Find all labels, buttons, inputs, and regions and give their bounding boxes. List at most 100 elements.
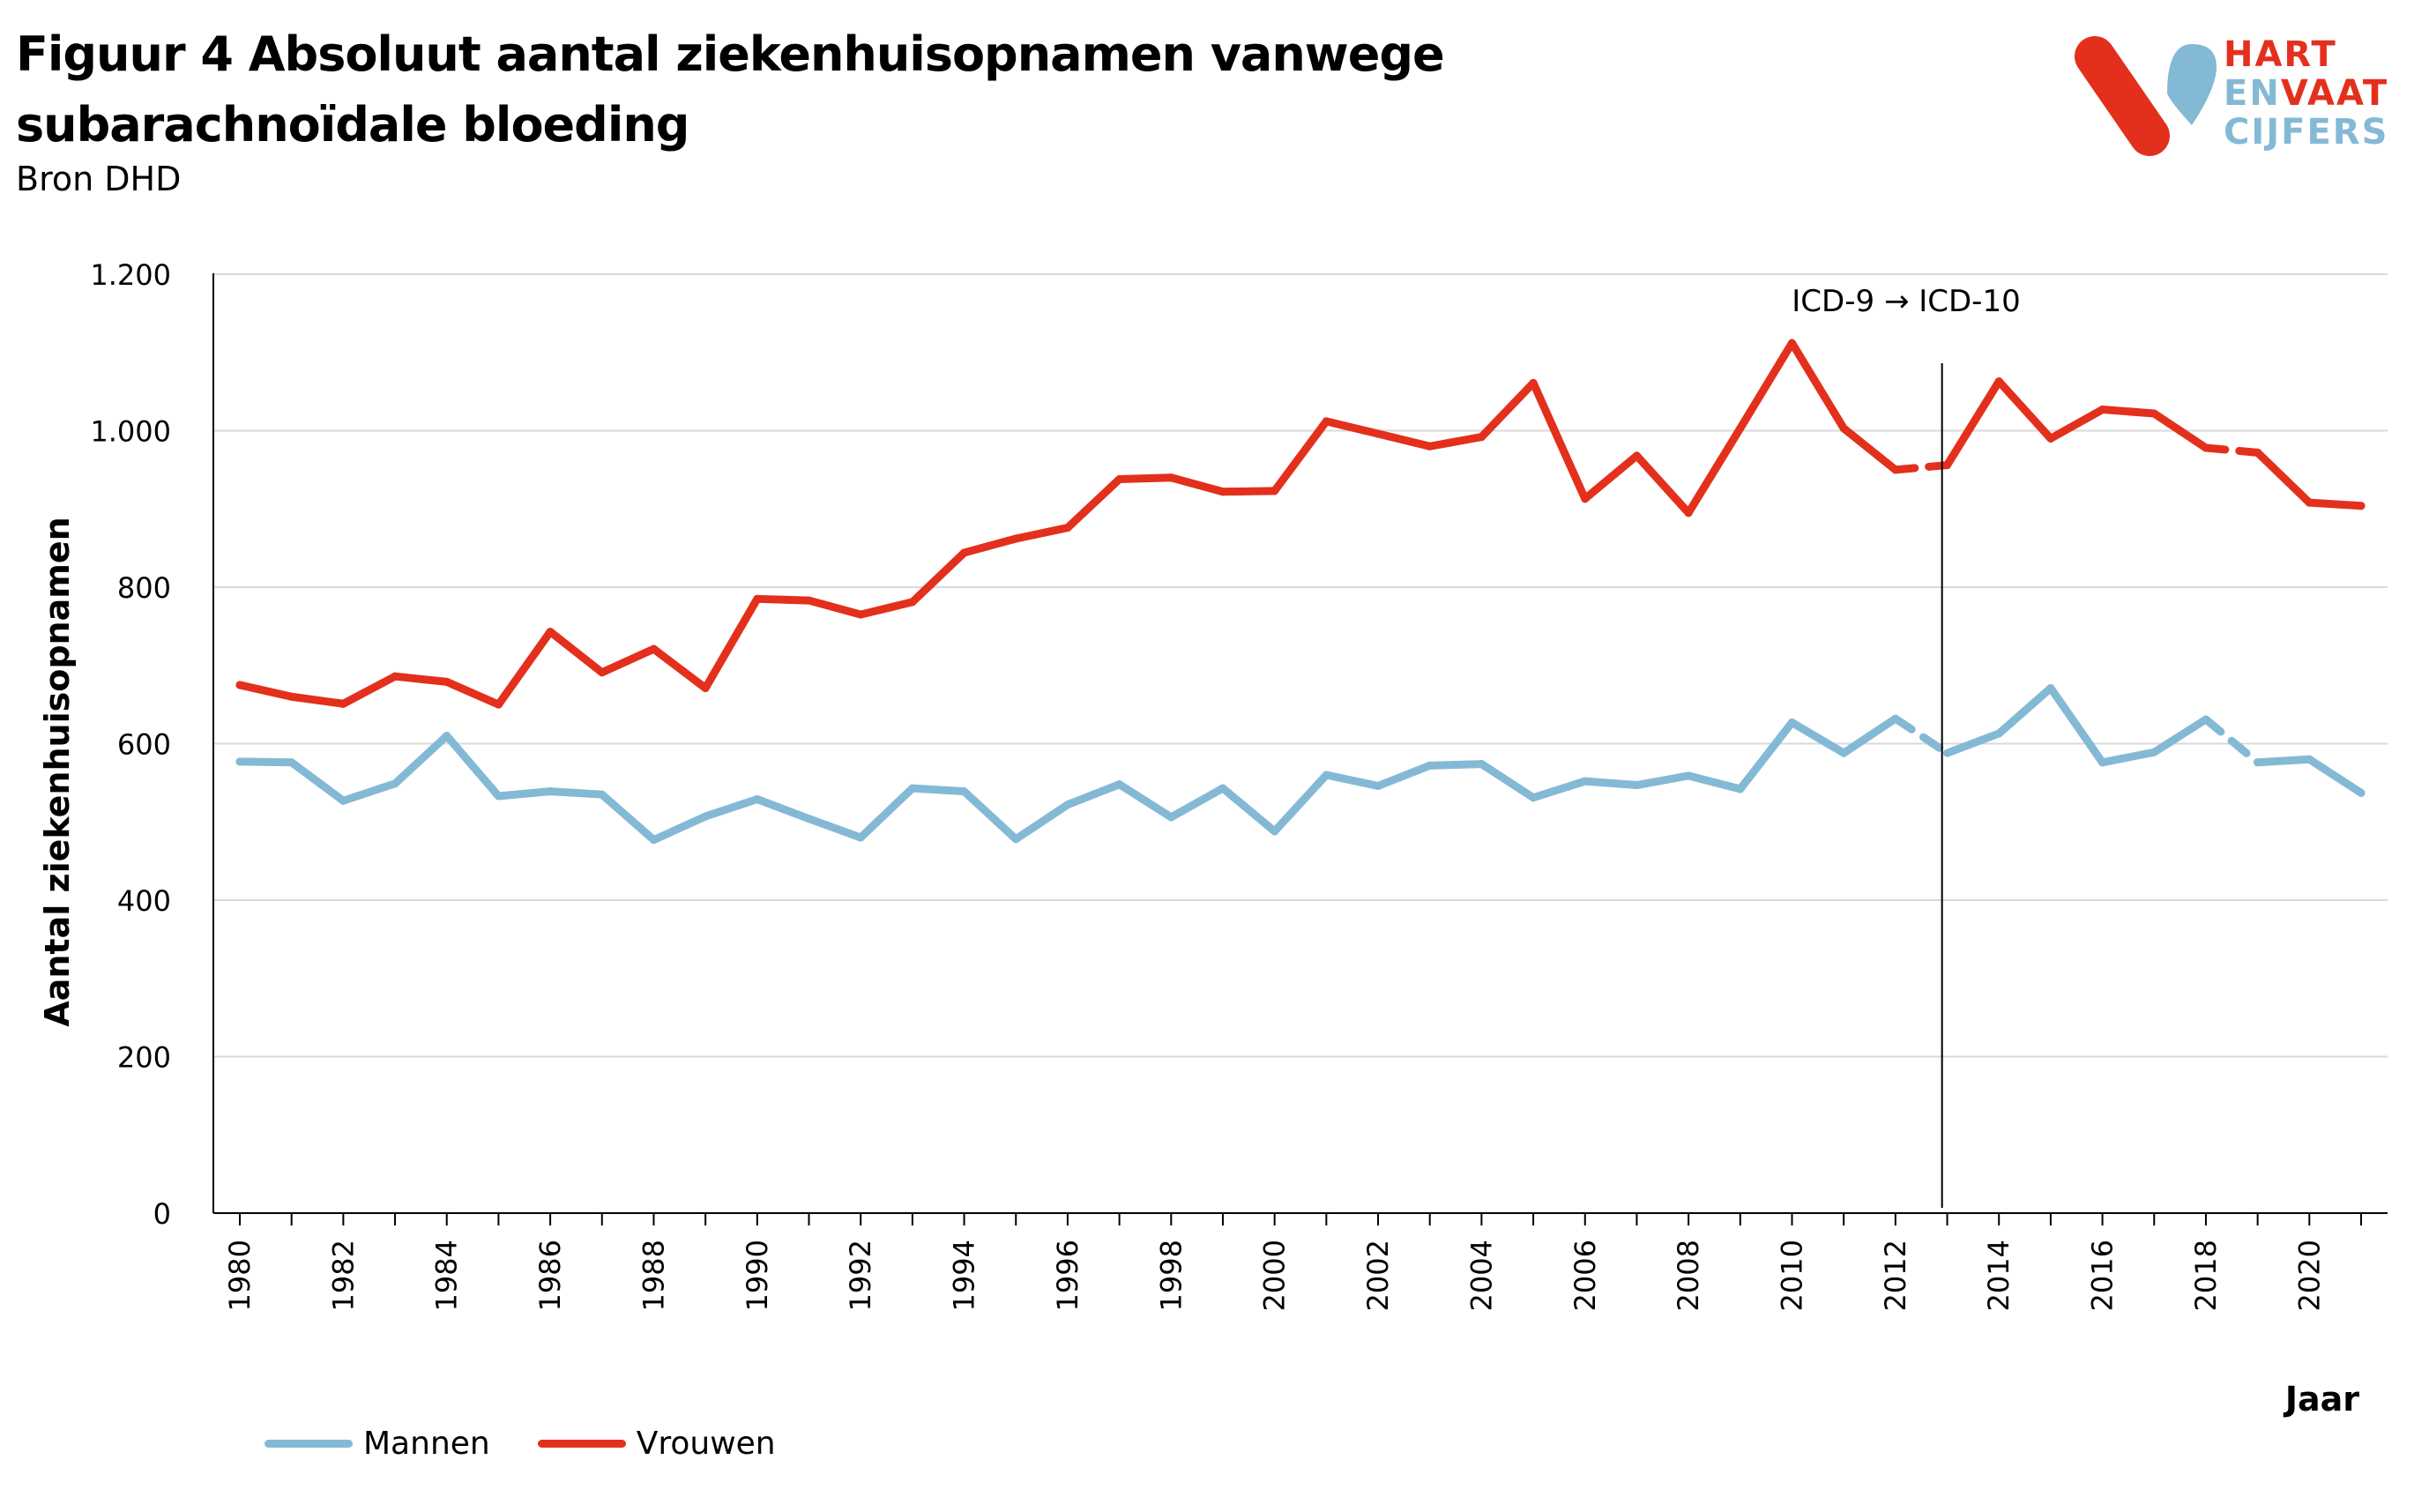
data-point — [649, 644, 658, 653]
series-segment — [2150, 409, 2210, 452]
chart-legend: Mannen Vrouwen — [265, 1421, 823, 1465]
series-segment — [1115, 473, 1175, 484]
data-point — [494, 792, 503, 801]
data-point — [960, 548, 969, 557]
data-point — [546, 787, 555, 796]
x-tick-label: 1992 — [844, 1240, 877, 1311]
data-point — [1218, 784, 1227, 793]
logo-word-cijfers: CIJFERS — [2224, 112, 2389, 153]
x-tick-label: 2004 — [1464, 1240, 1498, 1311]
data-point — [1529, 378, 1538, 387]
series-segment — [1270, 417, 1330, 495]
series-segment — [235, 757, 296, 767]
axes: 0 200 400 600 800 1.000 1.200 1980 1982 1984 1986 1… — [38, 258, 2388, 1419]
x-tick-label: 1984 — [430, 1240, 464, 1311]
data-point — [805, 596, 814, 605]
series-segment — [598, 790, 658, 845]
series-segment — [1891, 714, 1952, 757]
series-segment — [494, 628, 555, 709]
data-point — [1426, 761, 1434, 770]
series-segment — [649, 644, 710, 692]
series-segment — [443, 732, 503, 801]
series-segment — [287, 758, 347, 805]
legend-swatch-vrouwen — [537, 1439, 626, 1448]
data-point — [1374, 429, 1382, 438]
series-segment — [753, 795, 814, 823]
data-point — [805, 815, 814, 823]
data-point — [1218, 488, 1227, 496]
series-segment — [908, 784, 969, 796]
data-point — [1426, 442, 1434, 451]
series-segment — [2046, 683, 2107, 767]
series-segment — [2305, 498, 2366, 510]
data-point — [701, 812, 710, 821]
x-tick-label: 1982 — [326, 1240, 360, 1311]
data-point — [1529, 793, 1538, 802]
series-segment — [443, 677, 503, 709]
y-tick-label: 1.000 — [90, 415, 171, 449]
data-point — [1684, 771, 1693, 780]
series-segment — [1426, 760, 1486, 770]
x-tick-label: 2008 — [1672, 1240, 1705, 1311]
data-point — [649, 836, 658, 845]
data-point — [2254, 448, 2262, 457]
y-tick-label: 200 — [117, 1041, 171, 1075]
series-segment — [1166, 784, 1227, 822]
data-point — [1270, 827, 1279, 836]
data-point — [598, 790, 607, 799]
data-point — [1891, 466, 1900, 474]
y-tick-label: 800 — [117, 571, 171, 605]
series-segment — [494, 787, 555, 801]
x-tick-label: 1986 — [533, 1240, 567, 1311]
series-segment — [960, 787, 1020, 844]
series-segment — [2254, 448, 2314, 507]
series-segment — [1218, 784, 1279, 836]
data-point — [2046, 434, 2055, 443]
series-segment — [1063, 780, 1124, 809]
chart-source: Bron DHD — [16, 160, 182, 198]
data-point — [1943, 461, 1952, 470]
series-segment — [1684, 771, 1745, 793]
data-point — [1011, 835, 1020, 844]
data-point — [1736, 785, 1745, 793]
data-point — [1839, 749, 1848, 757]
series-segment — [1270, 771, 1330, 836]
series-segment — [1374, 761, 1434, 790]
data-point — [1115, 475, 1124, 484]
data-point — [598, 668, 607, 677]
data-point — [1839, 424, 1848, 433]
series-segment — [908, 548, 969, 607]
series-segment — [2046, 406, 2107, 443]
data-point — [1166, 813, 1175, 822]
series-segment — [546, 628, 607, 677]
data-point — [1115, 780, 1124, 789]
data-point — [1632, 781, 1641, 790]
y-tick-label: 400 — [117, 884, 171, 918]
series-segment — [1426, 433, 1486, 451]
data-point — [753, 795, 762, 804]
series-segment — [701, 594, 762, 692]
data-point — [856, 833, 865, 842]
series-lines — [235, 339, 2366, 845]
data-point — [1684, 509, 1693, 518]
series-segment — [598, 644, 658, 677]
series-segment — [287, 692, 347, 708]
data-point — [2357, 788, 2366, 797]
logo-word-en: EN — [2224, 73, 2281, 114]
series-segment — [1374, 429, 1434, 451]
data-point — [856, 610, 865, 619]
data-point — [546, 628, 555, 637]
data-point — [2046, 683, 2055, 692]
data-point — [2357, 502, 2366, 510]
data-point — [443, 677, 451, 686]
legend-label-mannen: Mannen — [363, 1425, 490, 1462]
series-segment — [1787, 719, 1848, 757]
series-segment — [1529, 378, 1590, 503]
series-segment — [2305, 755, 2366, 797]
data-point — [2305, 498, 2314, 507]
series-segment — [391, 672, 451, 686]
data-point — [1477, 433, 1486, 442]
data-point — [960, 787, 969, 796]
y-tick-label: 1.200 — [90, 258, 171, 292]
